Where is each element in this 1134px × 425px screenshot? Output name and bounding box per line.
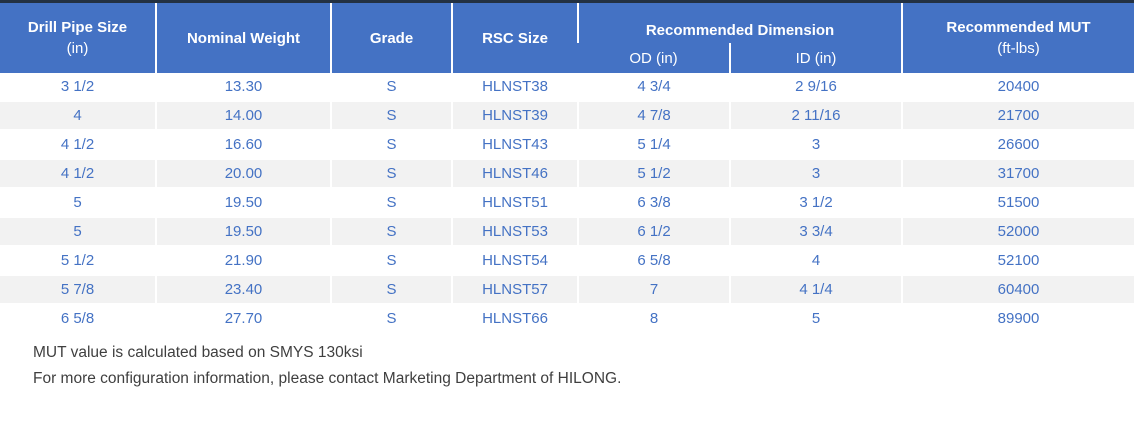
cell-nominal-weight: 20.00 (155, 159, 331, 188)
cell-drill-pipe-size: 3 1/2 (60, 78, 95, 95)
cell-drill-pipe-size: 5 (73, 194, 82, 211)
cell-drill-pipe-size: 5 (73, 223, 82, 240)
cell-drill-pipe-size: 4 1/2 (60, 136, 95, 153)
table-row: 4 1/2 20.00 S HLNST46 5 1/2 3 31700 (0, 159, 1134, 188)
cell-rsc-size: HLNST46 (451, 159, 578, 188)
column-header-grade: Grade (330, 1, 452, 73)
note-contact: For more configuration information, plea… (33, 370, 622, 387)
cell-id: 3 (729, 159, 902, 188)
cell-drill-pipe-size: 6 5/8 (60, 310, 95, 327)
column-header-recommended-mut-label: Recommended MUT (946, 19, 1091, 36)
cell-recommended-mut: 60400 (901, 275, 1134, 304)
footnotes: MUT value is calculated based on SMYS 13… (33, 340, 1134, 392)
cell-od: 5 1/2 (577, 159, 730, 188)
column-header-recommended-dimension: Recommended Dimension (577, 1, 902, 43)
cell-id: 4 (729, 246, 902, 275)
column-header-od: OD (in) (578, 43, 730, 73)
cell-rsc-size: HLNST39 (451, 101, 578, 130)
cell-rsc-size: HLNST38 (451, 73, 578, 101)
cell-id: 4 1/4 (729, 275, 902, 304)
cell-grade: S (330, 130, 452, 159)
cell-nominal-weight: 19.50 (155, 188, 331, 217)
cell-id: 3 (729, 130, 902, 159)
cell-nominal-weight: 19.50 (155, 217, 331, 246)
cell-recommended-mut: 26600 (901, 130, 1134, 159)
cell-rsc-size: HLNST53 (451, 217, 578, 246)
cell-od: 4 3/4 (577, 73, 730, 101)
column-header-recommended-mut-unit: (ft-lbs) (997, 40, 1040, 57)
column-header-nominal-weight: Nominal Weight (155, 1, 331, 73)
column-header-id: ID (in) (729, 43, 902, 73)
cell-recommended-mut: 52000 (901, 217, 1134, 246)
cell-id: 3 3/4 (729, 217, 902, 246)
table-row: 5 19.50 S HLNST51 6 3/8 3 1/2 51500 (0, 188, 1134, 217)
cell-id: 5 (729, 304, 902, 332)
table-body: 3 1/2 13.30 S HLNST38 4 3/4 2 9/16 20400 4 14.00… (0, 73, 1134, 332)
table-row: 5 7/8 23.40 S HLNST57 7 4 1/4 60400 (0, 275, 1134, 304)
cell-od: 8 (577, 304, 730, 332)
cell-rsc-size: HLNST57 (451, 275, 578, 304)
cell-drill-pipe-size: 4 1/2 (60, 165, 95, 182)
cell-grade: S (330, 304, 452, 332)
cell-nominal-weight: 16.60 (155, 130, 331, 159)
column-header-drill-pipe-size: Drill Pipe Size (in) (0, 1, 156, 73)
cell-nominal-weight: 13.30 (155, 73, 331, 101)
table-row: 4 14.00 S HLNST39 4 7/8 2 11/16 21700 (0, 101, 1134, 130)
cell-id: 2 9/16 (729, 73, 902, 101)
cell-rsc-size: HLNST51 (451, 188, 578, 217)
table-row: 5 19.50 S HLNST53 6 1/2 3 3/4 52000 (0, 217, 1134, 246)
column-header-drill-pipe-size-unit: (in) (66, 40, 89, 57)
drill-pipe-spec-table: Drill Pipe Size (in) Nominal Weight Grad… (0, 0, 1134, 332)
column-header-rsc-size: RSC Size (451, 1, 578, 73)
cell-grade: S (330, 246, 452, 275)
cell-grade: S (330, 217, 452, 246)
cell-id: 2 11/16 (729, 101, 902, 130)
cell-recommended-mut: 89900 (901, 304, 1134, 332)
cell-grade: S (330, 159, 452, 188)
table-row: 3 1/2 13.30 S HLNST38 4 3/4 2 9/16 20400 (0, 73, 1134, 101)
table-row: 5 1/2 21.90 S HLNST54 6 5/8 4 52100 (0, 246, 1134, 275)
cell-grade: S (330, 73, 452, 101)
table-row: 4 1/2 16.60 S HLNST43 5 1/4 3 26600 (0, 130, 1134, 159)
cell-drill-pipe-size: 4 (73, 107, 82, 124)
table-row: 6 5/8 27.70 S HLNST66 8 5 89900 (0, 304, 1134, 332)
cell-grade: S (330, 188, 452, 217)
cell-id: 3 1/2 (729, 188, 902, 217)
cell-rsc-size: HLNST54 (451, 246, 578, 275)
cell-nominal-weight: 27.70 (155, 304, 331, 332)
cell-drill-pipe-size: 5 1/2 (60, 252, 95, 269)
cell-nominal-weight: 21.90 (155, 246, 331, 275)
cell-recommended-mut: 20400 (901, 73, 1134, 101)
cell-recommended-mut: 31700 (901, 159, 1134, 188)
cell-grade: S (330, 101, 452, 130)
cell-recommended-mut: 51500 (901, 188, 1134, 217)
cell-recommended-mut: 21700 (901, 101, 1134, 130)
table-header: Drill Pipe Size (in) Nominal Weight Grad… (0, 1, 1134, 73)
cell-nominal-weight: 23.40 (155, 275, 331, 304)
cell-od: 6 1/2 (577, 217, 730, 246)
cell-od: 7 (577, 275, 730, 304)
note-mut-basis: MUT value is calculated based on SMYS 13… (33, 344, 363, 361)
cell-rsc-size: HLNST43 (451, 130, 578, 159)
cell-od: 6 5/8 (577, 246, 730, 275)
cell-grade: S (330, 275, 452, 304)
cell-nominal-weight: 14.00 (155, 101, 331, 130)
column-header-drill-pipe-size-label: Drill Pipe Size (27, 19, 128, 36)
cell-recommended-mut: 52100 (901, 246, 1134, 275)
cell-od: 4 7/8 (577, 101, 730, 130)
cell-drill-pipe-size: 5 7/8 (60, 281, 95, 298)
cell-od: 5 1/4 (577, 130, 730, 159)
cell-rsc-size: HLNST66 (451, 304, 578, 332)
cell-od: 6 3/8 (577, 188, 730, 217)
column-header-recommended-mut: Recommended MUT (ft-lbs) (901, 1, 1134, 73)
